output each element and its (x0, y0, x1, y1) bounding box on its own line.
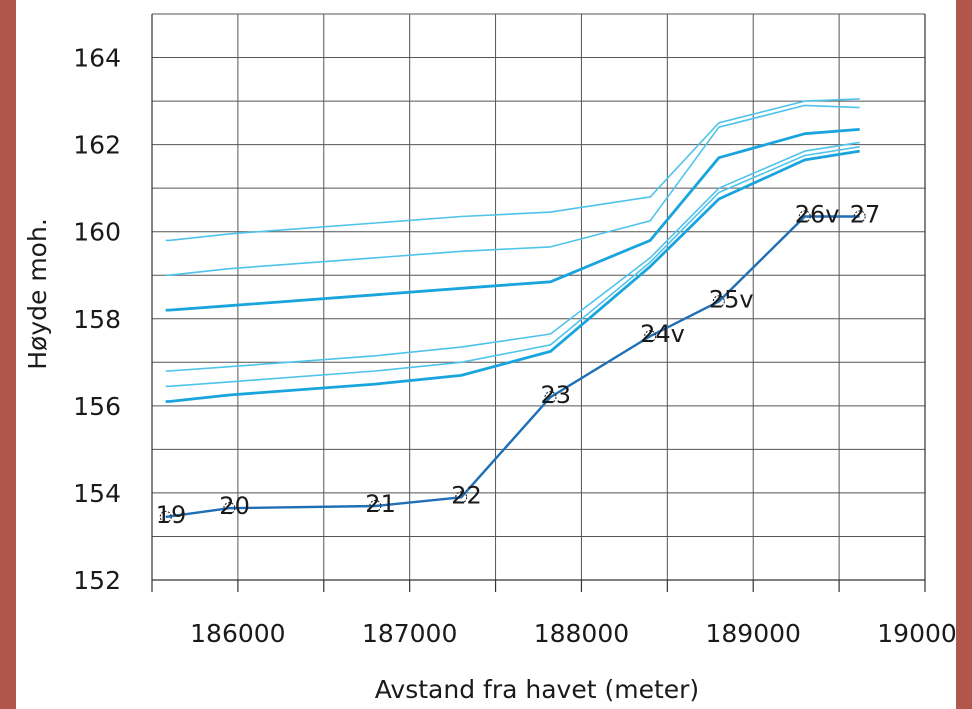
axis-ticks: 186000 187000 188000 189000 190000 152 154 156 1… (73, 44, 956, 648)
y-axis-title: Høyde moh. (23, 218, 52, 370)
profile-marker (223, 502, 236, 515)
water-level-lines (165, 98, 860, 403)
y-tick-label: 162 (73, 131, 121, 160)
x-axis-title: Avstand fra havet (meter) (375, 675, 699, 704)
profile-point-label: 19 (156, 501, 187, 529)
water-level-line-2 (165, 104, 860, 277)
chart-panel: 19 20 21 22 23 24v 25v 26v 27 186000 187000 188000… (16, 0, 956, 709)
profile-point-label: 24v (640, 320, 685, 348)
x-tick-label: 189000 (706, 619, 801, 648)
water-level-line-5 (165, 146, 860, 388)
profile-marker (644, 330, 657, 343)
profile-point-label: 21 (365, 490, 396, 518)
profile-line (165, 215, 860, 519)
profile-marker (455, 491, 468, 504)
x-tick-label: 190000 (877, 619, 956, 648)
profile-marker (712, 295, 725, 308)
x-tick-label: 188000 (534, 619, 629, 648)
x-tick-label: 187000 (362, 619, 457, 648)
water-level-line-1 (165, 98, 860, 242)
profile-point-label: 27 (850, 200, 881, 228)
y-tick-label: 160 (73, 218, 121, 247)
grid (151, 13, 926, 581)
profile-point-label: 26v (795, 200, 840, 228)
profile-marker (853, 210, 866, 223)
profile-marker (159, 510, 172, 523)
y-tick-label: 156 (73, 392, 121, 421)
profile-point-label: 20 (219, 492, 250, 520)
profile-marker (369, 499, 382, 513)
profile-point-label: 22 (451, 481, 482, 509)
y-tick-label: 154 (73, 479, 121, 508)
water-level-line-3 (165, 128, 860, 312)
water-level-line-4 (165, 141, 860, 372)
terrain-profile: 19 20 21 22 23 24v 25v 26v 27 (156, 200, 881, 528)
y-tick-label: 152 (73, 566, 121, 595)
y-tick-label: 164 (73, 44, 121, 73)
profile-point-label: 23 (541, 381, 572, 409)
profile-marker (798, 210, 811, 223)
water-level-line-6 (165, 149, 860, 403)
profile-point-label: 25v (709, 285, 754, 313)
elevation-profile-chart: 19 20 21 22 23 24v 25v 26v 27 186000 187000 188000… (23, 13, 956, 704)
x-tick-label: 186000 (190, 619, 285, 648)
profile-marker (544, 391, 557, 404)
y-tick-label: 158 (73, 305, 121, 334)
